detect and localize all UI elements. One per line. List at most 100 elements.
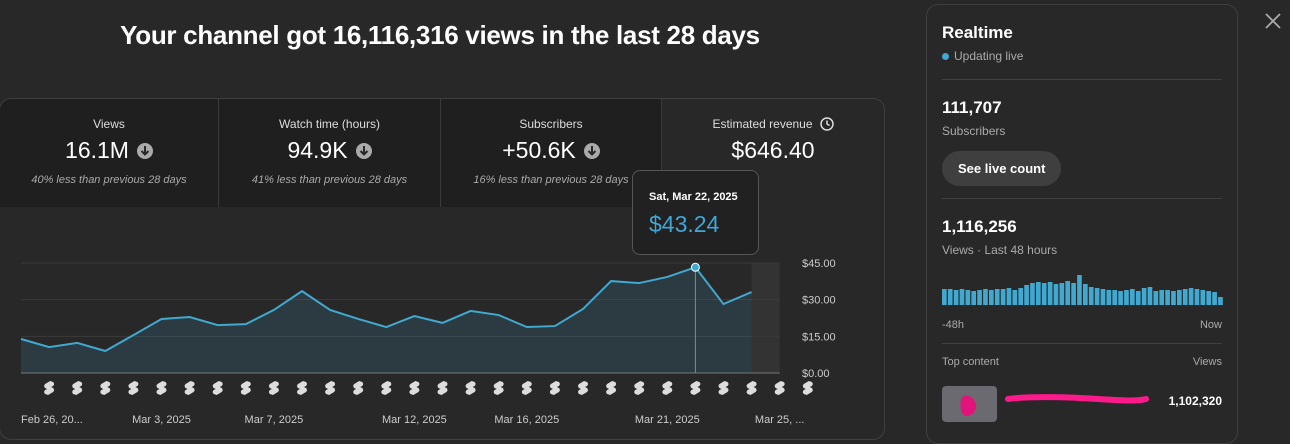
down-icon bbox=[355, 142, 372, 159]
realtime-panel: Realtime Updating live 111,707 Subscribe… bbox=[926, 4, 1238, 444]
realtime-bar bbox=[1182, 289, 1188, 305]
shorts-icon bbox=[353, 381, 364, 395]
realtime-bar bbox=[1088, 287, 1094, 305]
shorts-icon bbox=[44, 381, 55, 395]
realtime-bar bbox=[983, 289, 988, 305]
metric-value: 94.9K bbox=[287, 137, 348, 163]
subscribers-tab[interactable]: Subscribers +50.6K 16% less than previou… bbox=[441, 99, 662, 207]
live-count-button[interactable]: See live count bbox=[942, 151, 1062, 186]
realtime-bar bbox=[953, 290, 959, 305]
shorts-icon bbox=[212, 381, 223, 395]
views-tab[interactable]: Views 16.1M 40% less than previous 28 da… bbox=[0, 99, 219, 207]
realtime-status: Updating live bbox=[954, 49, 1024, 63]
realtime-bar bbox=[1171, 291, 1176, 305]
shorts-icon bbox=[184, 381, 195, 395]
line bbox=[20, 266, 752, 353]
tooltip-value: $43.24 bbox=[649, 211, 720, 237]
watch-time-tab[interactable]: Watch time (hours) 94.9K 41% less than p… bbox=[219, 99, 441, 207]
realtime-bar bbox=[1212, 292, 1217, 305]
thumbnail-redacted bbox=[942, 386, 1149, 422]
partial-region bbox=[751, 263, 780, 373]
shorts-icon bbox=[662, 381, 673, 395]
realtime-bar bbox=[1047, 282, 1053, 305]
realtime-bar bbox=[1071, 283, 1076, 305]
realtime-bar bbox=[1059, 283, 1065, 305]
shorts-icon bbox=[409, 381, 420, 395]
x-tick-label: Mar 21, 2025 bbox=[635, 414, 700, 426]
shorts-icon bbox=[774, 381, 785, 395]
realtime-bar bbox=[1018, 288, 1024, 305]
realtime-bar bbox=[1053, 284, 1059, 305]
realtime-bar bbox=[1112, 290, 1118, 305]
shorts-icon bbox=[381, 381, 392, 395]
realtime-bar bbox=[1030, 283, 1035, 305]
realtime-bar bbox=[1036, 282, 1041, 305]
realtime-bar bbox=[1077, 275, 1082, 305]
shorts-icon bbox=[437, 381, 448, 395]
realtime-bar bbox=[942, 289, 947, 305]
realtime-bar bbox=[959, 289, 965, 305]
realtime-bar bbox=[1165, 290, 1170, 305]
realtime-bar bbox=[1124, 290, 1129, 305]
realtime-bar bbox=[947, 289, 953, 305]
x-tick-label: Mar 12, 2025 bbox=[382, 414, 447, 426]
clock-icon bbox=[819, 117, 834, 131]
shorts-icon bbox=[240, 381, 251, 395]
realtime-bar bbox=[971, 291, 977, 305]
metric-label: Subscribers bbox=[519, 117, 583, 131]
shorts-icon bbox=[268, 381, 279, 395]
metric-value: 16.1M bbox=[65, 137, 129, 163]
tooltip-date: Sat, Mar 22, 2025 bbox=[649, 191, 738, 203]
realtime-bar bbox=[989, 290, 994, 305]
shorts-icon bbox=[325, 381, 336, 395]
shorts-icon bbox=[690, 381, 701, 395]
realtime-bar bbox=[1006, 288, 1012, 305]
x-tick-label: Mar 25, ... bbox=[755, 414, 805, 426]
page: Your channel got 16,116,316 views in the… bbox=[0, 4, 1282, 444]
realtime-bar bbox=[1012, 290, 1018, 305]
metric-label: Watch time (hours) bbox=[279, 117, 380, 131]
metric-label: Views bbox=[93, 117, 125, 131]
down-icon bbox=[583, 142, 600, 159]
y-tick-label: $30.00 bbox=[802, 295, 836, 307]
metric-note: 16% less than previous 28 days bbox=[473, 174, 629, 186]
realtime-bar bbox=[1083, 284, 1088, 305]
x-tick-label: Feb 26, 20... bbox=[21, 414, 83, 426]
realtime-bar bbox=[1106, 290, 1112, 305]
live-dot bbox=[942, 52, 949, 60]
top-content-item[interactable]: 1,102,320 bbox=[942, 386, 1222, 426]
realtime-bar bbox=[1153, 291, 1159, 305]
realtime-bar bbox=[1094, 288, 1100, 305]
shorts-icon bbox=[297, 381, 307, 395]
realtime-bar bbox=[1135, 291, 1141, 305]
metric-value: $646.40 bbox=[731, 137, 815, 163]
shorts-icon bbox=[802, 381, 813, 395]
subscriber-count: 111,707 bbox=[942, 98, 1002, 117]
realtime-bar bbox=[1100, 289, 1106, 305]
subscriber-label: Subscribers bbox=[942, 124, 1006, 138]
close-button[interactable] bbox=[1264, 12, 1282, 30]
top-content-views: 1,102,320 bbox=[1168, 394, 1222, 408]
line-area bbox=[21, 267, 752, 373]
shorts-icon bbox=[156, 381, 167, 395]
shorts-icon bbox=[521, 381, 532, 395]
tooltip: Sat, Mar 22, 2025 $43.24 bbox=[632, 170, 759, 255]
x-tick-label: Mar 3, 2025 bbox=[132, 414, 191, 426]
realtime-bar bbox=[1130, 289, 1135, 305]
y-tick-label: $15.00 bbox=[802, 331, 836, 343]
shorts-icon bbox=[718, 381, 729, 395]
realtime-bar bbox=[1141, 288, 1147, 305]
bars-end: Now bbox=[1199, 319, 1222, 331]
realtime-bar bbox=[1206, 291, 1212, 305]
metric-label: Estimated revenue bbox=[712, 117, 813, 131]
realtime-title: Realtime bbox=[942, 23, 1013, 42]
shorts-icon bbox=[606, 381, 617, 395]
shorts-icon bbox=[746, 381, 757, 395]
page-title: Your channel got 16,116,316 views in the… bbox=[120, 20, 760, 50]
views-label: Views · Last 48 hours bbox=[942, 243, 1058, 257]
shorts-icon bbox=[493, 381, 504, 395]
realtime-bar bbox=[977, 290, 982, 305]
shorts-icon bbox=[549, 381, 560, 395]
realtime-bar bbox=[1041, 283, 1047, 305]
realtime-bar bbox=[1118, 291, 1123, 305]
